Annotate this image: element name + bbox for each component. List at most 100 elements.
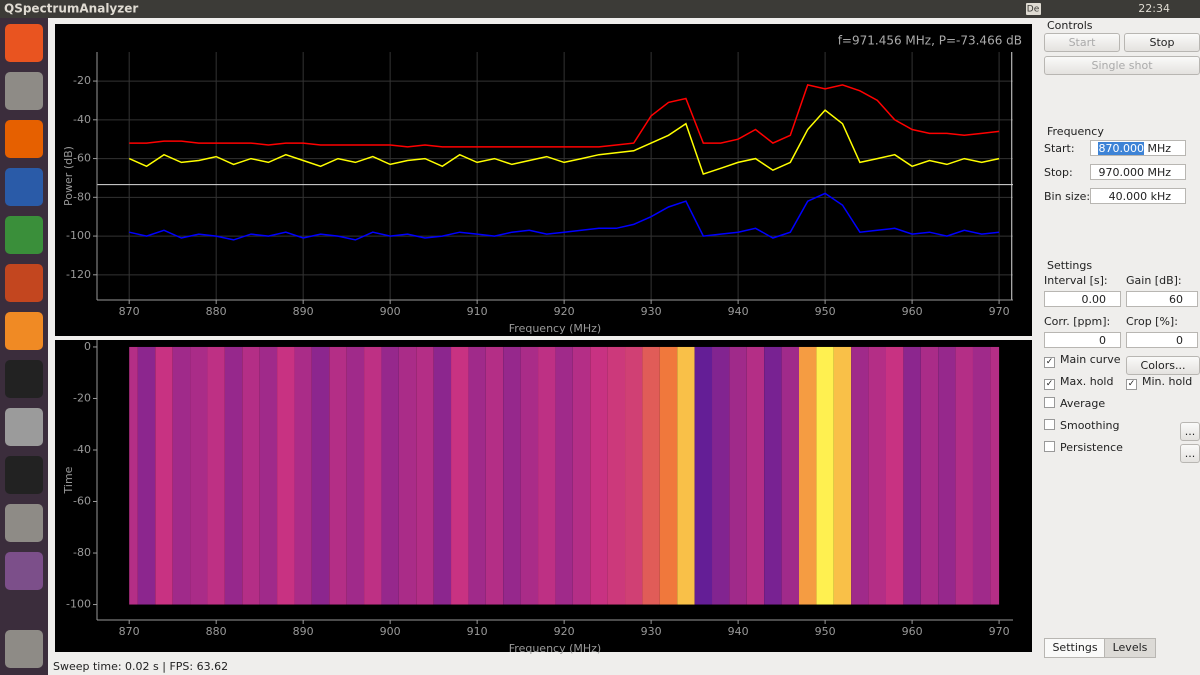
waterfall-column [155, 346, 173, 605]
tab[interactable]: Levels [1104, 638, 1156, 658]
persistence-options[interactable]: ... [1180, 444, 1200, 463]
waterfall-column [625, 346, 643, 605]
checkbox-label: Persistence [1060, 441, 1123, 454]
waterfall-column [381, 346, 399, 605]
checkbox[interactable]: Smoothing [1044, 419, 1119, 432]
waterfall-column [242, 346, 260, 605]
bin-input[interactable]: 40.000 kHz [1090, 188, 1186, 204]
x-axis-label: Frequency (MHz) [509, 322, 601, 335]
y-tick-label: -80 [73, 546, 91, 559]
waterfall-column [764, 346, 782, 605]
checkbox[interactable]: ✓ Min. hold [1126, 375, 1192, 390]
curve [129, 84, 1000, 148]
waterfall-column [468, 346, 486, 605]
x-axis-label: Frequency (MHz) [509, 642, 601, 655]
waterfall-column [938, 346, 956, 605]
interval-input[interactable]: 0.00 [1044, 291, 1121, 307]
checkbox[interactable]: ✓ Main curve [1044, 353, 1121, 368]
y-tick-label: -20 [73, 74, 91, 87]
label: Bin size: [1044, 190, 1091, 203]
label: Gain [dB]: [1126, 274, 1182, 287]
waterfall-column [433, 346, 452, 605]
waterfall-column [137, 346, 156, 605]
curve [128, 109, 1000, 176]
y-tick-label: -60 [73, 152, 91, 165]
launcher-icon [5, 456, 43, 494]
x-tick-label: 910 [467, 625, 488, 638]
checkbox-label: Min. hold [1142, 375, 1193, 388]
waterfall-column [172, 346, 191, 605]
gain-input[interactable]: 60 [1126, 291, 1198, 307]
colors-button[interactable]: Colors... [1126, 356, 1200, 375]
clock[interactable]: 22:34 [1138, 2, 1170, 15]
label: Stop: [1044, 166, 1073, 179]
waterfall-column [485, 346, 504, 605]
waterfall-column [712, 346, 730, 605]
start-input[interactable]: 870.000 MHz [1090, 140, 1186, 156]
waterfall-column [659, 346, 678, 605]
checkbox-label: Smoothing [1060, 419, 1120, 432]
waterfall-column [451, 346, 469, 605]
checkbox[interactable]: ✓ Max. hold [1044, 375, 1113, 390]
label: Crop [%]: [1126, 315, 1178, 328]
waterfall-column [364, 346, 382, 605]
checkbox[interactable]: Average [1044, 397, 1105, 410]
trash-icon [5, 630, 43, 668]
waterfall-column [207, 346, 225, 605]
crop-input[interactable]: 0 [1126, 332, 1198, 348]
waterfall-column [694, 346, 713, 605]
waterfall-column [329, 346, 347, 605]
unit: kHz [1150, 190, 1171, 203]
checkbox[interactable]: Persistence [1044, 441, 1123, 454]
waterfall-column [677, 346, 695, 605]
waterfall-column [642, 346, 660, 605]
checkbox-box: ✓ [1044, 379, 1055, 390]
waterfall-column [503, 346, 521, 605]
y-tick-label: -100 [66, 598, 91, 611]
checkbox-box: ✓ [1126, 379, 1137, 390]
corr-input[interactable]: 0 [1044, 332, 1121, 348]
single-shot-button[interactable]: Single shot [1044, 56, 1200, 75]
launcher-icon [5, 552, 43, 590]
launcher-icon [5, 120, 43, 158]
start-button[interactable]: Start [1044, 33, 1120, 52]
x-tick-label: 940 [728, 305, 749, 318]
checkbox-box [1044, 419, 1055, 430]
y-tick-label: -20 [73, 391, 91, 404]
x-tick-label: 930 [641, 305, 662, 318]
stop-input[interactable]: 970.000 MHz [1090, 164, 1186, 180]
y-tick-label: -120 [66, 268, 91, 281]
unit: MHz [1147, 142, 1171, 155]
stop-button[interactable]: Stop [1124, 33, 1200, 52]
section-title: Settings [1047, 259, 1093, 272]
waterfall-column [851, 346, 869, 605]
y-tick-label: 0 [84, 340, 91, 353]
section-title: Frequency [1047, 125, 1104, 138]
smoothing-options[interactable]: ... [1180, 422, 1200, 441]
curve [129, 192, 1000, 241]
keyboard-layout: De [1027, 5, 1040, 15]
x-tick-label: 910 [467, 305, 488, 318]
x-tick-label: 900 [380, 625, 401, 638]
side-panel: Controls Start Stop Single shot Frequenc… [1036, 18, 1200, 675]
x-tick-label: 890 [293, 625, 314, 638]
x-tick-label: 920 [554, 305, 575, 318]
waterfall-column [781, 346, 800, 605]
x-tick-label: 900 [380, 305, 401, 318]
y-axis-label: Power (dB) [62, 146, 75, 206]
waterfall-column [538, 346, 556, 605]
unit: MHz [1147, 166, 1171, 179]
x-tick-label: 960 [902, 305, 923, 318]
waterfall-column [259, 346, 278, 605]
keyboard-indicator[interactable] [1026, 3, 1041, 15]
waterfall-column [572, 346, 591, 605]
tab[interactable]: Settings [1044, 638, 1106, 658]
x-tick-label: 880 [206, 305, 227, 318]
waterfall-column [346, 346, 365, 605]
x-tick-label: 870 [119, 625, 140, 638]
checkbox-box [1044, 397, 1055, 408]
launcher-icon [5, 504, 43, 542]
top-bar [0, 0, 1200, 18]
y-axis-label: Time [62, 466, 75, 494]
